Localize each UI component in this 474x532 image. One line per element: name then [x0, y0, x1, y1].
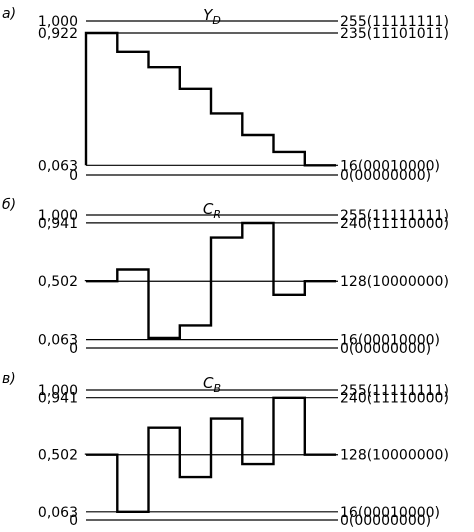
- left-level-label: 0: [69, 341, 78, 357]
- right-code-label: 255(11111111): [340, 383, 449, 399]
- chart-title: YD: [203, 6, 221, 27]
- panel-label: б): [2, 197, 16, 213]
- right-code-label: 128(10000000): [340, 448, 449, 464]
- right-code-label: 0(00000000): [340, 341, 431, 357]
- left-level-label: 1,000: [38, 14, 78, 30]
- signal-waveform: [84, 396, 336, 513]
- right-code-label: 255(11111111): [340, 208, 449, 224]
- signal-waveform: [84, 31, 336, 167]
- left-level-label: 1,000: [38, 383, 78, 399]
- left-level-label: 0,063: [38, 158, 78, 174]
- chart-title: CR: [203, 200, 221, 221]
- right-code-label: 255(11111111): [340, 14, 449, 30]
- left-level-label: 0,941: [38, 216, 78, 232]
- signal-waveform: [84, 221, 336, 340]
- left-level-label: 0,922: [38, 26, 78, 42]
- panel-label: а): [2, 6, 16, 22]
- left-level-label: 0,502: [38, 274, 78, 290]
- left-level-label: 0: [69, 168, 78, 184]
- panel-yd: а) YD 1,000 255(11111111) 0,922 235(11101011)…: [2, 6, 449, 184]
- left-level-label: 0,941: [38, 391, 78, 407]
- right-code-label: 128(10000000): [340, 274, 449, 290]
- left-level-label: 0,502: [38, 448, 78, 464]
- right-code-label: 235(11101011): [340, 26, 449, 42]
- right-code-label: 240(11110000): [340, 216, 449, 232]
- panel-cb: в) CB 1,000 255(11111111) 0,941 240(11110000)…: [2, 371, 449, 529]
- right-code-label: 0(00000000): [340, 168, 431, 184]
- left-level-label: 1,000: [38, 208, 78, 224]
- right-code-label: 16(00010000): [340, 505, 440, 521]
- right-code-label: 240(11110000): [340, 391, 449, 407]
- right-code-label: 0(00000000): [340, 513, 431, 529]
- right-code-label: 16(00010000): [340, 158, 440, 174]
- panel-cr: б) CR 1,000 255(11111111) 0,941 240(11110000)…: [2, 197, 449, 357]
- panel-label: в): [2, 371, 16, 387]
- right-code-label: 16(00010000): [340, 333, 440, 349]
- chart-title: CB: [203, 374, 221, 395]
- left-level-label: 0,063: [38, 505, 78, 521]
- left-level-label: 0: [69, 513, 78, 529]
- left-level-label: 0,063: [38, 333, 78, 349]
